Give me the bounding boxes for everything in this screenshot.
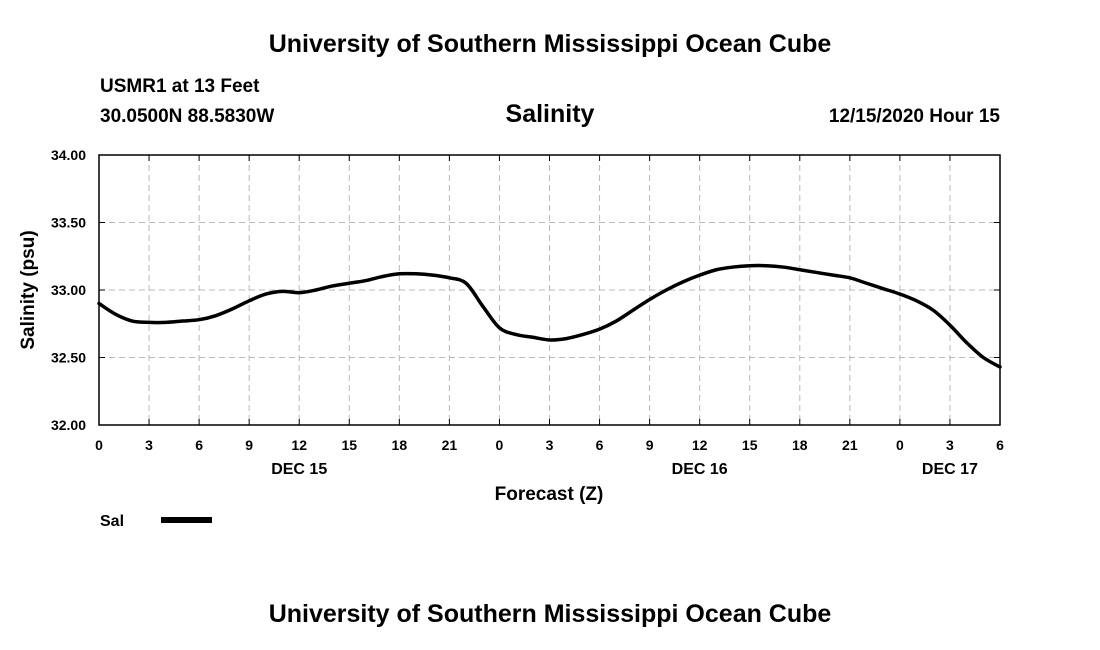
x-tick-label: 15: [742, 437, 758, 453]
y-axis-label: Salinity (psu): [18, 230, 39, 349]
page-title-top: University of Southern Mississippi Ocean…: [268, 30, 832, 58]
y-tick-label: 34.00: [51, 147, 86, 163]
station-label: USMR1 at 13 Feet: [100, 76, 260, 97]
forecast-timestamp: 12/15/2020 Hour 15: [828, 106, 1000, 127]
y-tick-label: 32.50: [51, 350, 86, 366]
legend-label: Sal: [100, 513, 124, 530]
x-axis-label: Forecast (Z): [495, 484, 604, 505]
x-tick-label: 0: [496, 437, 504, 453]
x-tick-label: 21: [842, 437, 858, 453]
day-label: DEC 17: [922, 461, 978, 478]
x-tick-label: 3: [145, 437, 153, 453]
day-label: DEC 16: [672, 461, 728, 478]
y-tick-label: 33.00: [51, 282, 86, 298]
axis-ticks: [98, 154, 1001, 426]
page-title-bottom: University of Southern Mississippi Ocean…: [268, 600, 832, 628]
x-tick-label: 18: [792, 437, 808, 453]
axis-labels: 0 3 6 9 12 15 18 21 0 3 6 9 12 15 18 21 0 3 6 32.00 32.50 33.…: [51, 147, 1004, 478]
x-tick-label: 21: [442, 437, 458, 453]
parameter-title: Salinity: [505, 100, 595, 128]
x-tick-label: 6: [996, 437, 1004, 453]
x-tick-label: 0: [95, 437, 103, 453]
x-tick-label: 0: [896, 437, 904, 453]
x-tick-label: 9: [646, 437, 654, 453]
x-tick-label: 3: [946, 437, 954, 453]
x-tick-label: 6: [195, 437, 203, 453]
x-tick-label: 3: [546, 437, 554, 453]
y-tick-label: 32.00: [51, 417, 86, 433]
day-label: DEC 15: [271, 461, 327, 478]
grid: [99, 155, 1000, 425]
y-tick-label: 33.50: [51, 215, 86, 231]
x-tick-label: 6: [596, 437, 604, 453]
station-coordinates: 30.0500N 88.5830W: [100, 106, 275, 127]
x-tick-label: 18: [392, 437, 408, 453]
x-tick-label: 15: [341, 437, 357, 453]
x-tick-label: 12: [692, 437, 708, 453]
x-tick-label: 12: [291, 437, 307, 453]
series-line-sal: [97, 263, 1002, 369]
x-tick-label: 9: [245, 437, 253, 453]
